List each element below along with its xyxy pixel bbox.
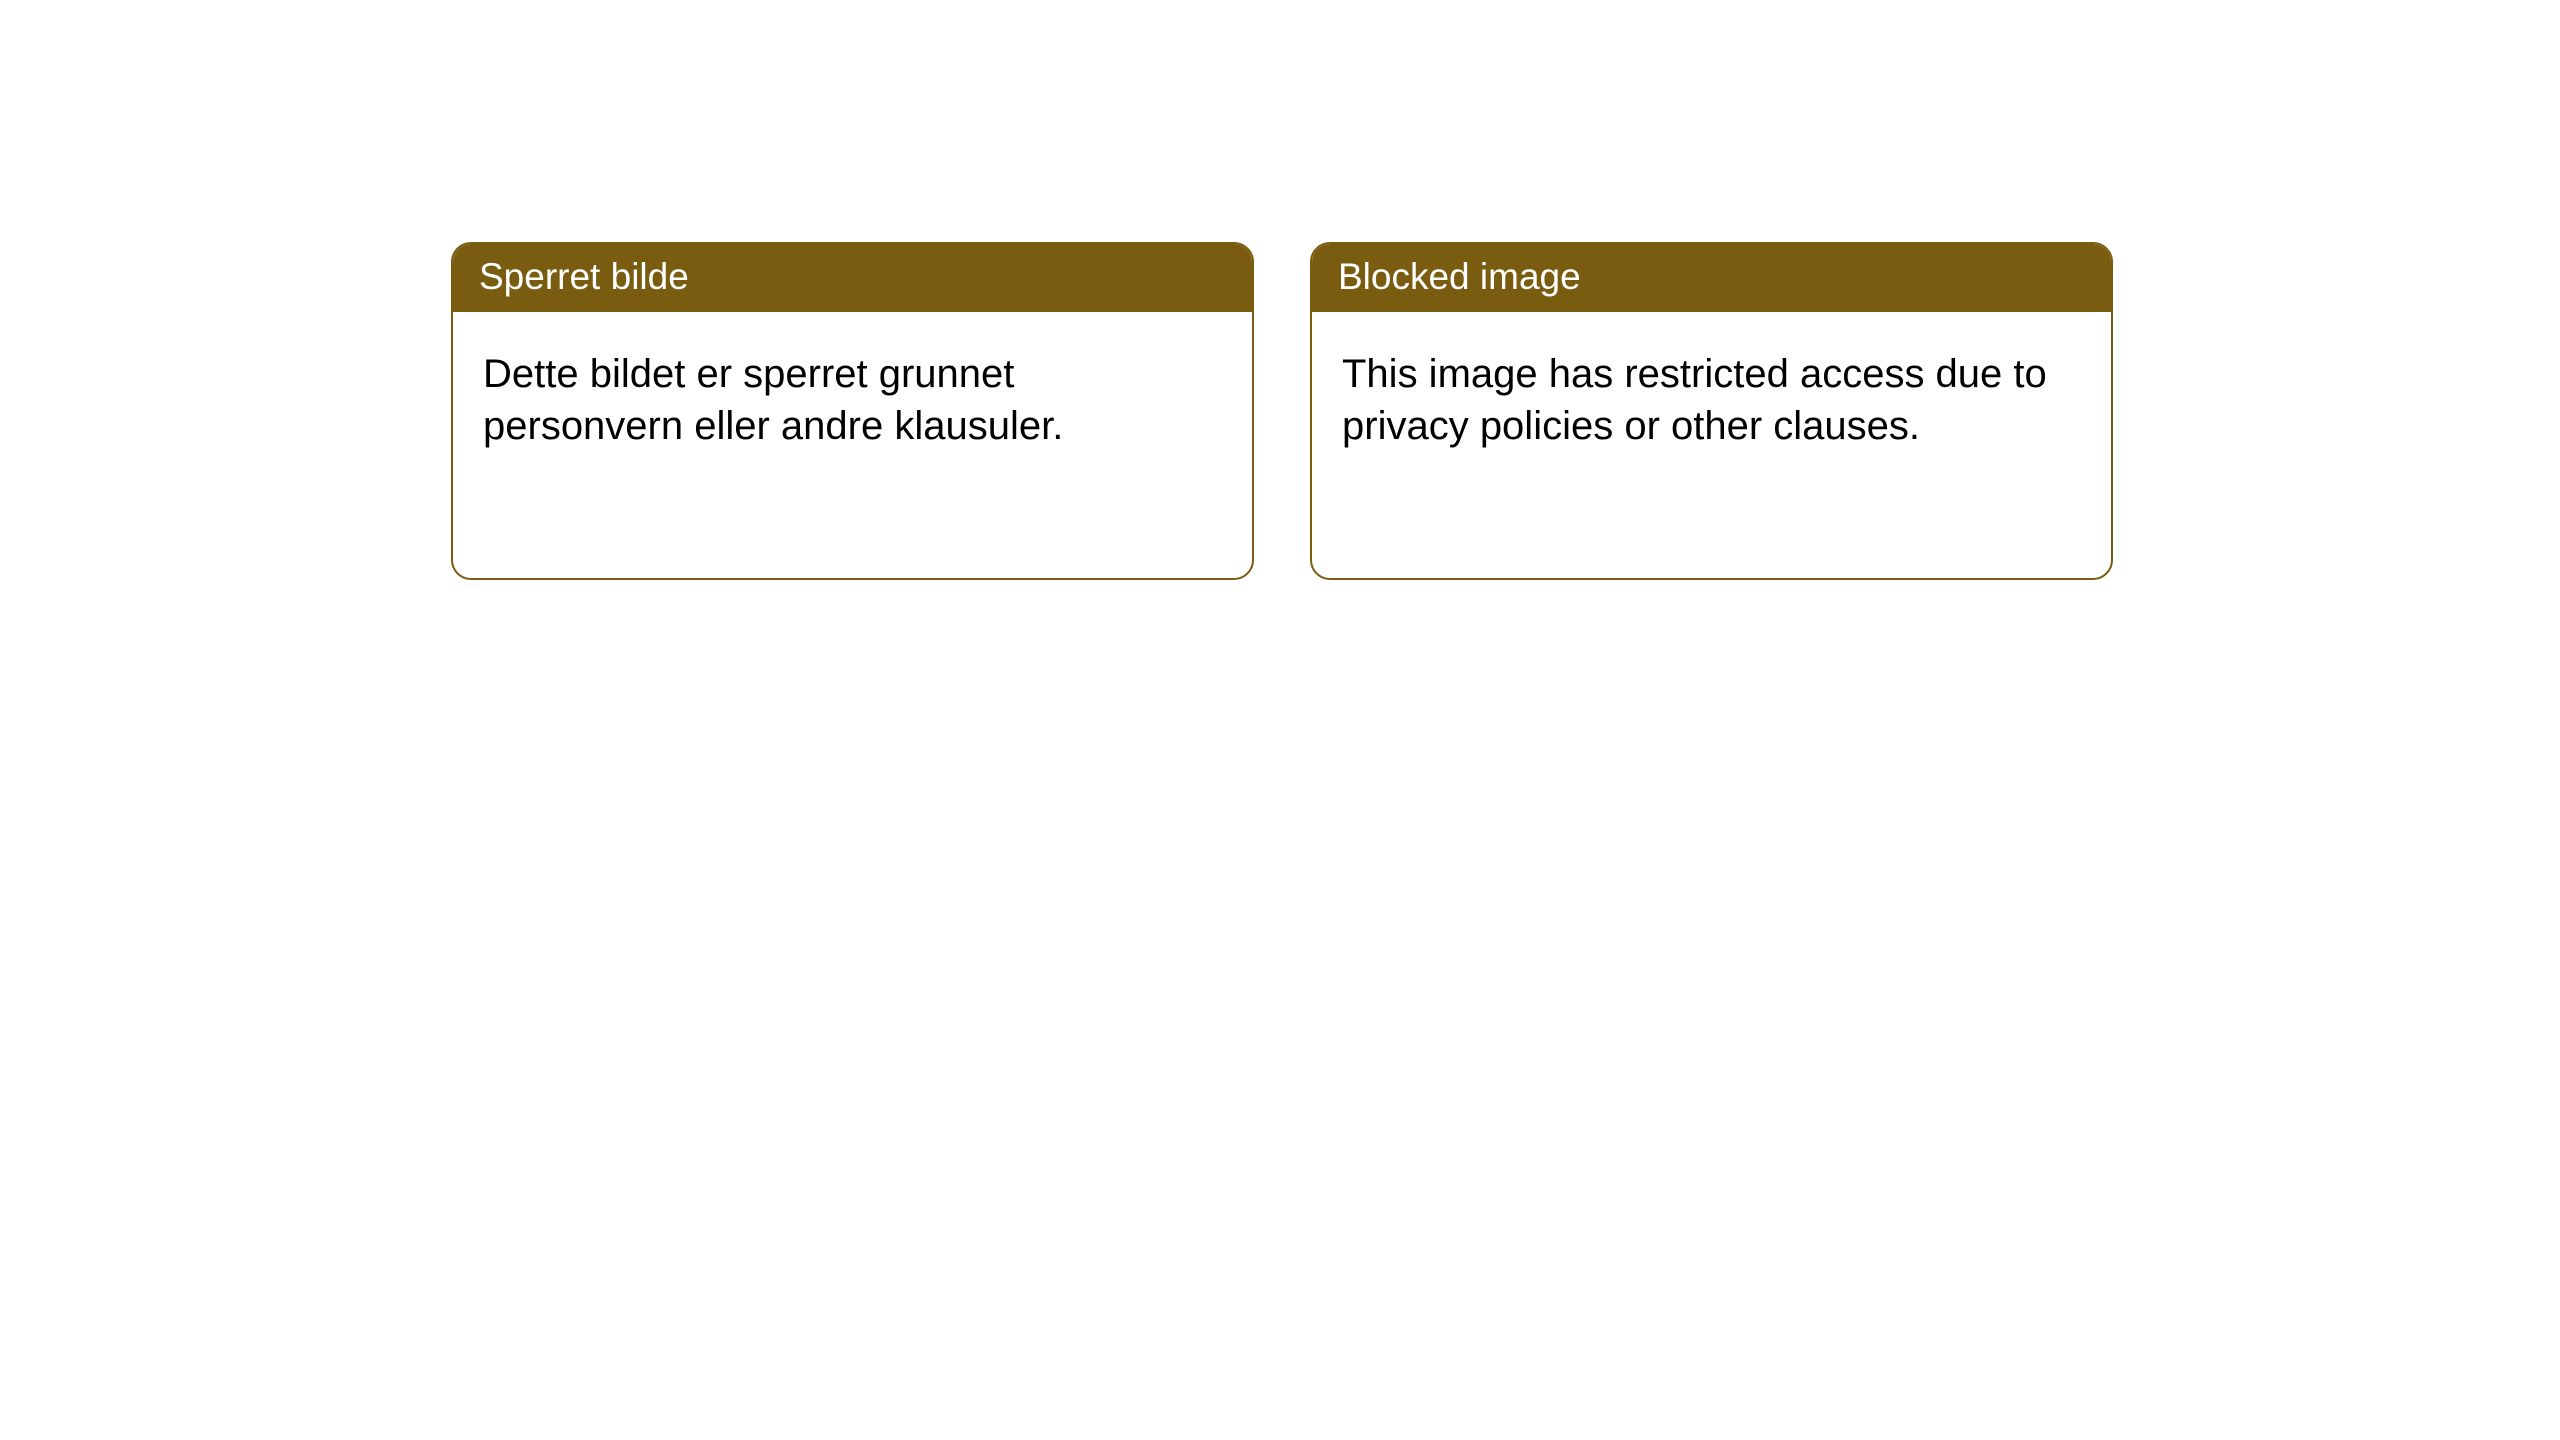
notice-card-norwegian: Sperret bilde Dette bildet er sperret gr… — [451, 242, 1254, 580]
notice-card-english: Blocked image This image has restricted … — [1310, 242, 2113, 580]
notice-body-norwegian: Dette bildet er sperret grunnet personve… — [453, 312, 1252, 482]
notice-cards-container: Sperret bilde Dette bildet er sperret gr… — [451, 242, 2113, 580]
notice-title-norwegian: Sperret bilde — [453, 244, 1252, 312]
notice-title-english: Blocked image — [1312, 244, 2111, 312]
notice-body-english: This image has restricted access due to … — [1312, 312, 2111, 482]
